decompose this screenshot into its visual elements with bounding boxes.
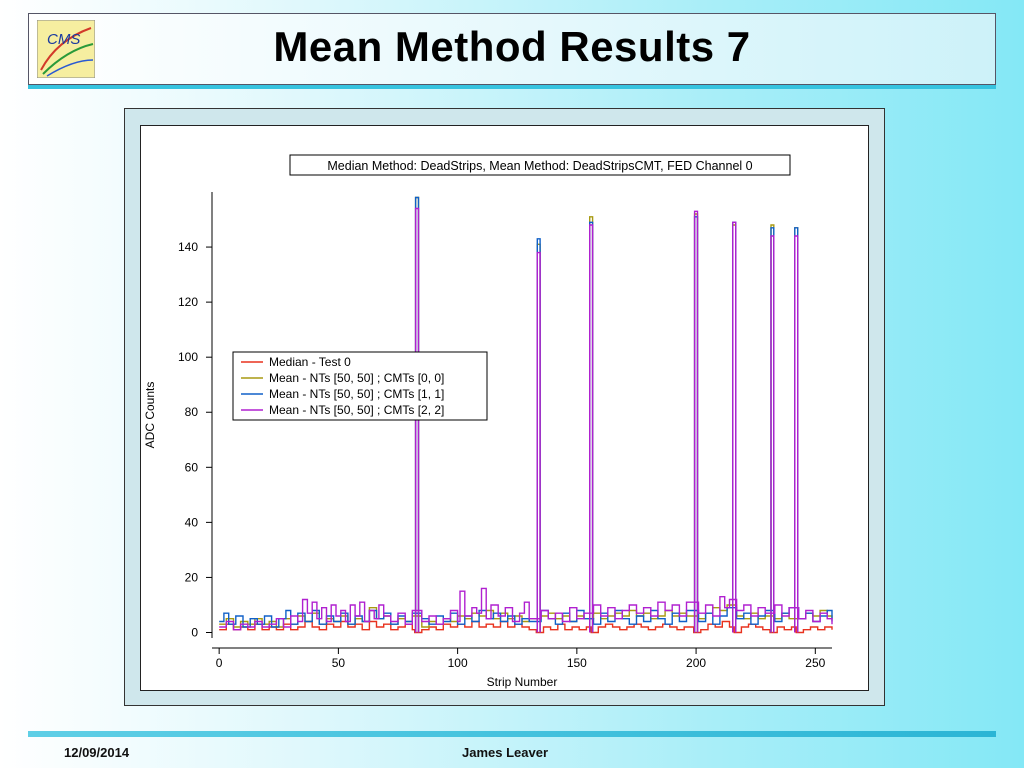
logo-swirl-3 [46,59,94,77]
series-spike [536,251,541,633]
series-spike [732,221,737,633]
y-axis-label: ADC Counts [143,382,157,449]
y-tick-label: 20 [185,570,199,584]
y-tick-label: 100 [178,350,198,364]
series-line [219,620,833,634]
cms-logo: CMS [37,20,95,78]
series-0 [219,620,833,634]
legend-label: Mean - NTs [50, 50] ; CMTs [0, 0] [269,371,444,385]
legend-label: Median - Test 0 [269,355,351,369]
logo-swirl [40,27,92,71]
logo-text: CMS [47,31,80,48]
axes-group [206,192,832,654]
labels-group: 0 20 40 60 80 100 120 140 0 50 100 150 200 250 Strip N… [143,154,826,689]
slide-title: Mean Method Results 7 [273,23,751,70]
bottom-rule [28,731,996,737]
x-axis-label: Strip Number [487,675,558,689]
series-spike [794,235,799,633]
y-tick-label: 80 [185,405,199,419]
x-tick-label: 200 [686,656,706,670]
series-3 [219,207,833,633]
chart-title-box [289,154,791,176]
series-line [219,587,833,631]
title-bar: CMS Mean Method Results 7 [28,13,996,85]
footer-author: James Leaver [462,745,549,760]
y-tick-label: 40 [185,515,199,529]
y-tick-label: 140 [178,240,198,254]
legend-box [232,351,488,421]
x-tick-label: 50 [332,656,346,670]
footer-date: 12/09/2014 [64,745,130,760]
x-tick-label: 100 [448,656,468,670]
y-tick-label: 60 [185,460,199,474]
series-spike [770,235,775,633]
x-tick-label: 150 [567,656,587,670]
series-spike [589,224,594,633]
x-tick-label: 0 [216,656,223,670]
y-tick-label: 120 [178,295,198,309]
series-spike [693,210,699,633]
series-line [219,604,833,628]
chart-title: Median Method: DeadStrips, Mean Method: … [327,159,752,173]
legend-label: Mean - NTs [50, 50] ; CMTs [2, 2] [269,403,444,417]
x-tick-label: 250 [805,656,825,670]
y-tick-label: 0 [191,625,198,639]
legend-label: Mean - NTs [50, 50] ; CMTs [1, 1] [269,387,444,401]
logo-swirl-2 [42,43,94,75]
legend-group: Median - Test 0 Mean - NTs [50, 50] ; CMT… [232,351,488,421]
